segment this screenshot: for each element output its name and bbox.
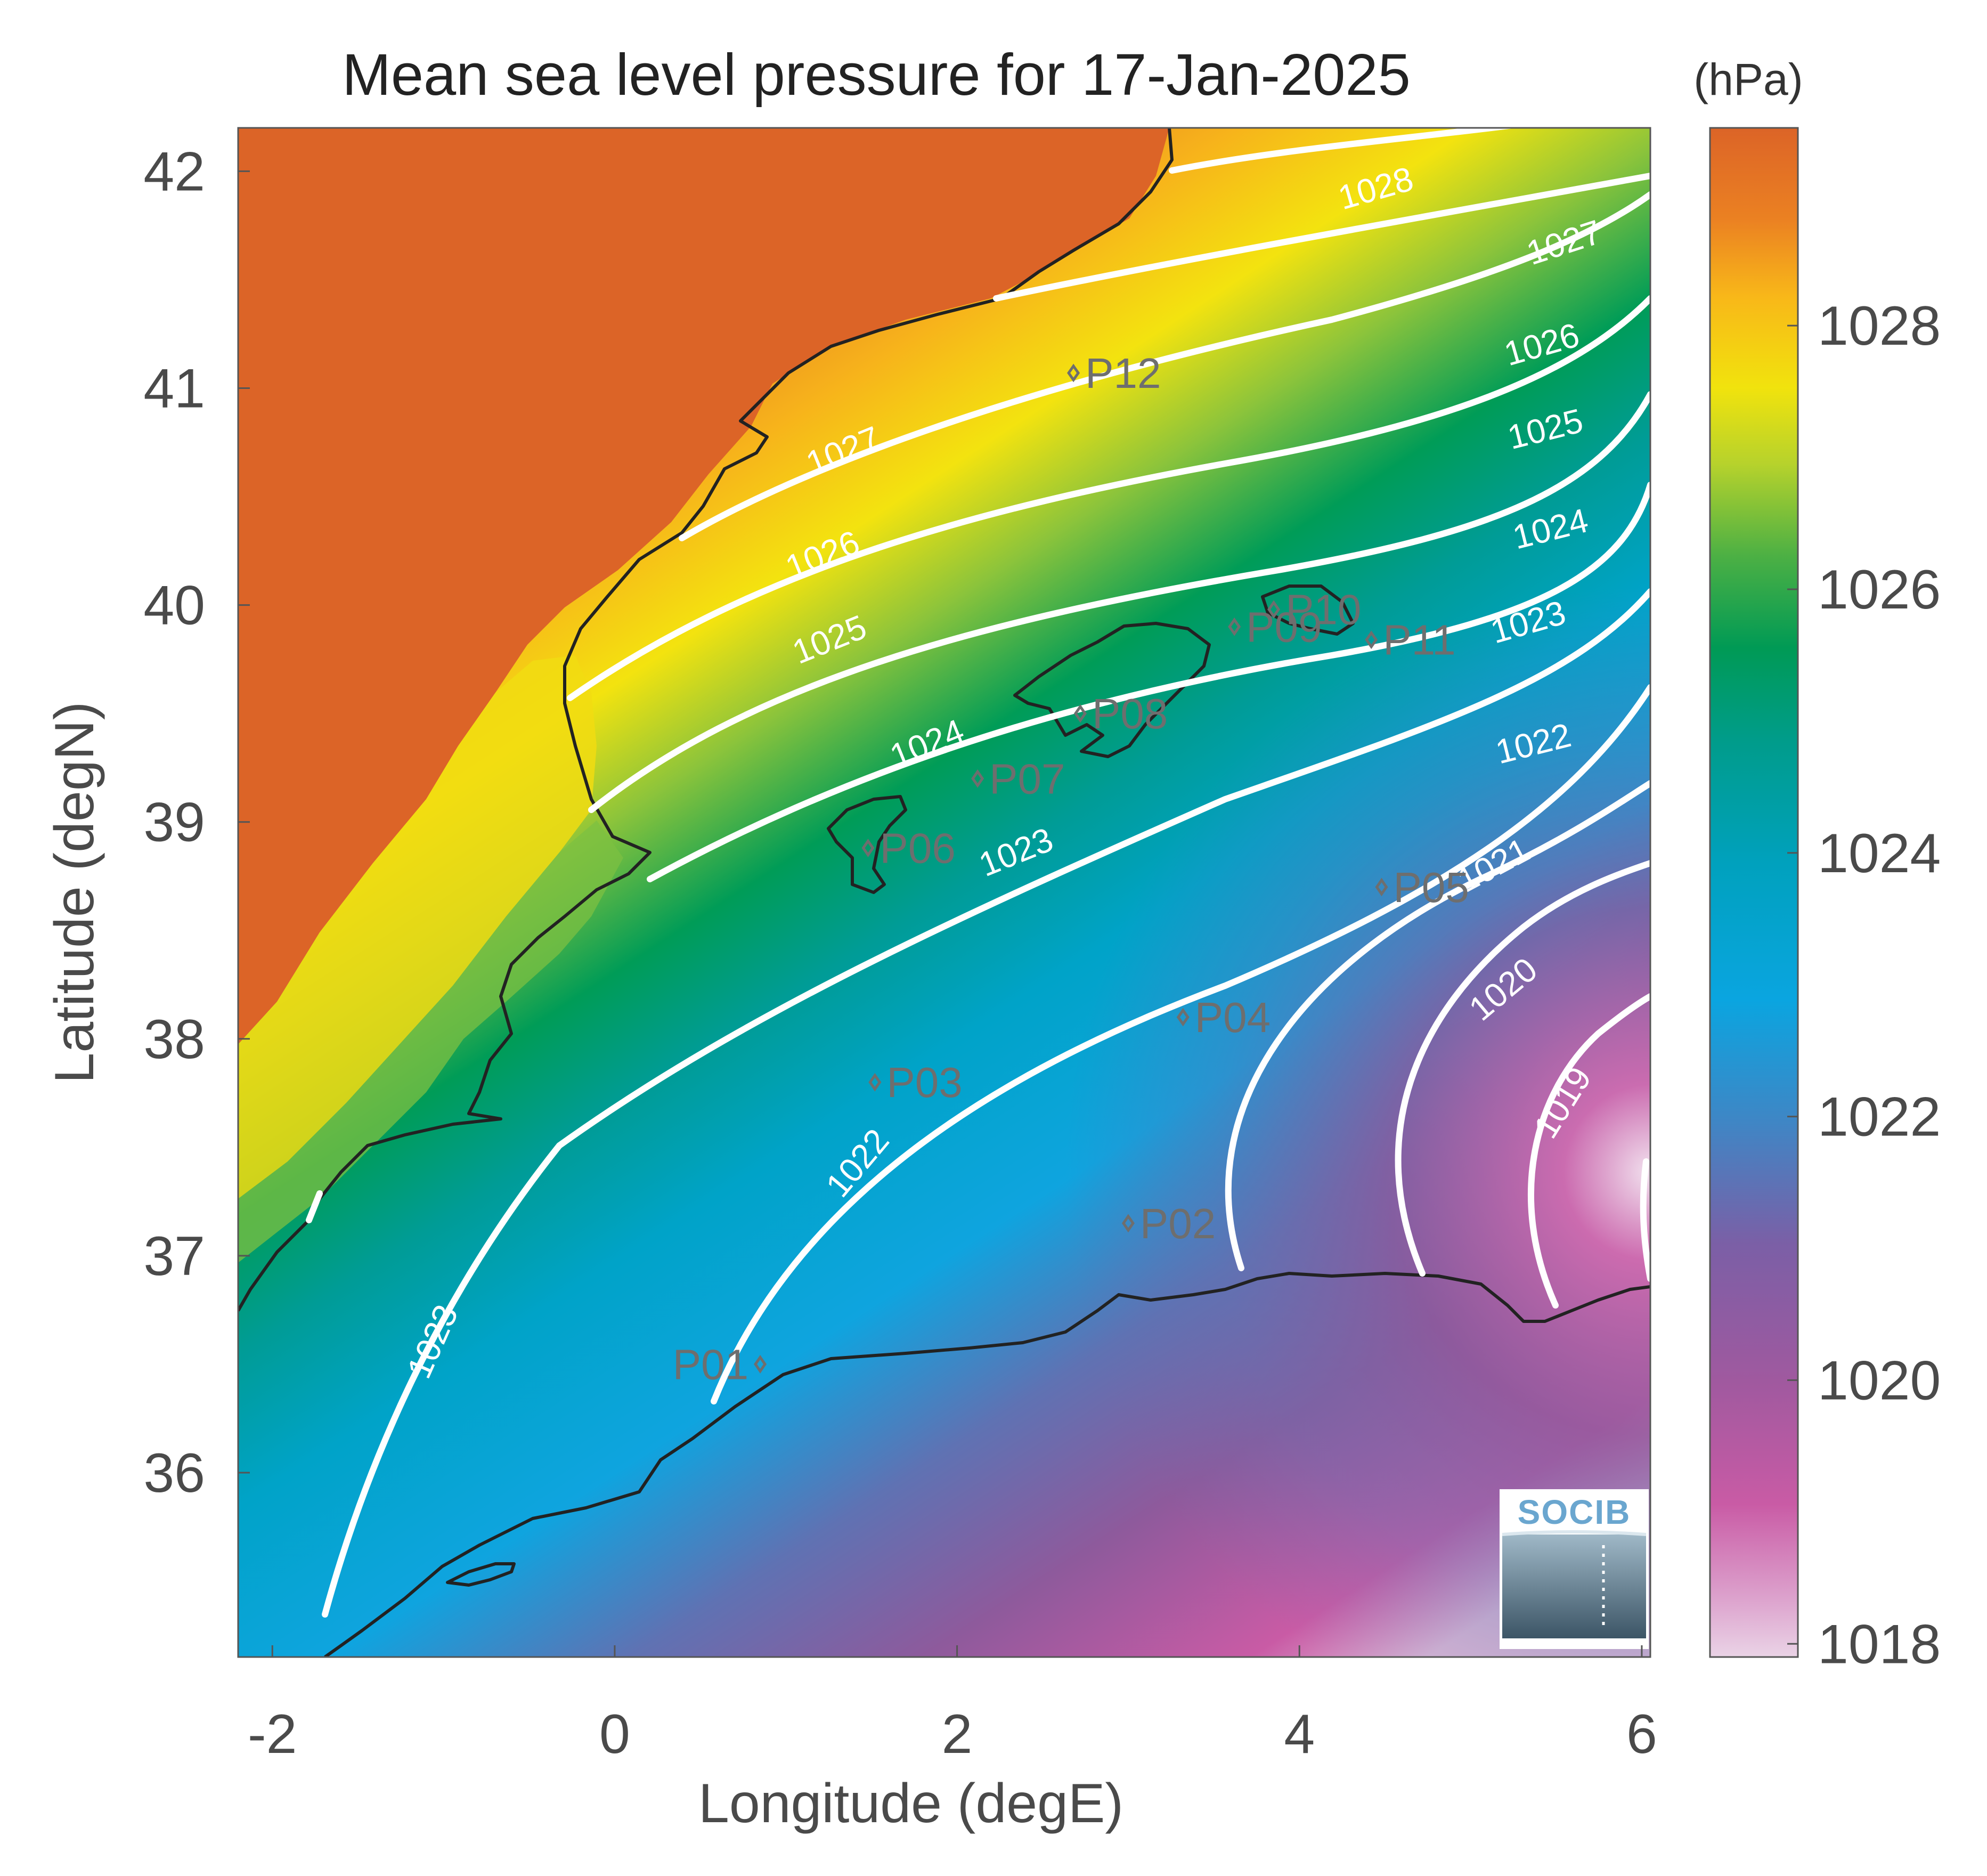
y-tick-label: 39 (143, 792, 205, 854)
isobar-1025 (588, 391, 1650, 813)
station-marker-icon (1067, 363, 1080, 383)
isobar-1026 (567, 295, 1650, 701)
map-plot-area: 1028102710271026102610251025102410241023… (238, 128, 1650, 1657)
station-p04: P04 (1176, 994, 1271, 1041)
iberian-land-low (238, 821, 623, 1263)
isobar-1022 (711, 684, 1650, 1404)
isobar-fragment (306, 1190, 323, 1223)
station-marker-icon (1375, 878, 1388, 897)
y-tick-label: 37 (143, 1225, 205, 1287)
station-p10: P10 (1267, 586, 1361, 634)
y-axis-label: Latitude (degN) (44, 702, 105, 1084)
isobar-1024 (647, 482, 1650, 882)
isobar-1018-edge (1640, 1158, 1650, 1282)
mallorca-island (1013, 622, 1211, 758)
colorbar-tick-label: 1018 (1818, 1613, 1941, 1675)
coastlines (238, 128, 1650, 1657)
station-p06: P06 (861, 825, 956, 872)
station-label: P06 (880, 825, 956, 872)
station-p11: P11 (1365, 616, 1456, 664)
isobar-1019 (1527, 993, 1650, 1309)
socib-logo: SOCIB (1500, 1489, 1649, 1649)
station-label: P08 (1092, 690, 1168, 737)
station-marker-icon (1267, 600, 1281, 619)
x-tick-label: 4 (1284, 1703, 1315, 1765)
y-tick-label: 42 (143, 141, 205, 202)
isobar-1021 (1225, 780, 1650, 1271)
station-marker-icon (754, 1355, 767, 1374)
y-axis-ticks: 36 37 38 39 40 41 42 (143, 141, 250, 1504)
station-label: P12 (1085, 350, 1161, 397)
station-marker-icon (1176, 1008, 1190, 1027)
station-p08: P08 (1073, 690, 1168, 737)
station-p09: P09 (1228, 603, 1322, 651)
station-marker-icon (868, 1073, 882, 1092)
station-marker-icon (1228, 617, 1241, 636)
station-marker-icon (1073, 704, 1087, 723)
station-p05: P05 (1375, 864, 1469, 911)
x-tick-label: 0 (599, 1703, 630, 1765)
iberian-land-slope (238, 655, 597, 1199)
station-label: P03 (886, 1059, 962, 1106)
y-tick-label: 41 (143, 358, 205, 420)
station-p12: P12 (1067, 350, 1161, 397)
station-label: P01 (673, 1341, 748, 1388)
isobar-1023 (322, 588, 1650, 1618)
station-label: P02 (1140, 1200, 1216, 1247)
x-axis-label: Longitude (degE) (698, 1773, 1123, 1834)
colorbar-gradient (1709, 127, 1799, 1658)
colorbar-tick-label: 1026 (1818, 559, 1941, 621)
menorca-island (1261, 584, 1355, 636)
colorbar-unit: (hPa) (1693, 54, 1803, 104)
station-label: P05 (1394, 864, 1469, 911)
ibiza-island (827, 795, 907, 894)
station-label: P09 (1246, 603, 1322, 651)
colorbar-tick-label: 1020 (1818, 1350, 1941, 1411)
colorbar-ticks: 1018 1020 1022 1024 1026 1028 (1787, 295, 1941, 1675)
y-tick-label: 40 (143, 575, 205, 637)
x-tick-label: 2 (942, 1703, 973, 1765)
colorbar: (hPa) 1018 1020 1022 1024 1026 1028 (1693, 54, 1941, 1675)
y-tick-label: 36 (143, 1442, 205, 1504)
isobar-1020 (1395, 860, 1650, 1277)
station-p07: P07 (971, 755, 1065, 802)
station-label: P10 (1285, 586, 1361, 634)
isobar-1027 (679, 191, 1650, 541)
socib-logo-text: SOCIB (1518, 1493, 1631, 1531)
isobar-1028 (1169, 128, 1518, 174)
alboran-island (446, 1562, 516, 1587)
iberian-land-high (238, 128, 1169, 1044)
colorbar-tick-label: 1024 (1818, 823, 1941, 884)
station-p03: P03 (868, 1059, 963, 1106)
station-p02: P02 (1121, 1200, 1216, 1247)
africa-coastline (324, 1272, 1650, 1657)
isobars (306, 128, 1650, 1618)
spain-coastline (238, 128, 1174, 1312)
colorbar-tick-label: 1022 (1818, 1086, 1941, 1148)
colorbar-tick-label: 1028 (1818, 295, 1941, 357)
station-label: P11 (1383, 616, 1455, 664)
map-frame (237, 127, 1651, 1658)
station-marker-icon (971, 769, 984, 788)
station-p01: P01 (673, 1341, 767, 1388)
station-label: P04 (1195, 994, 1271, 1041)
station-marker-icon (1121, 1214, 1135, 1233)
isobar-1028-b (993, 173, 1650, 302)
x-tick-label: 6 (1626, 1703, 1657, 1765)
x-tick-label: -2 (248, 1703, 297, 1765)
figure-title: Mean sea level pressure for 17-Jan-2025 (342, 42, 1411, 108)
station-label: P07 (989, 755, 1065, 802)
x-axis-ticks: -2 0 2 4 6 (248, 1645, 1657, 1765)
station-marker-icon (1365, 630, 1378, 649)
station-marker-icon (861, 839, 875, 857)
y-tick-label: 38 (143, 1009, 205, 1070)
